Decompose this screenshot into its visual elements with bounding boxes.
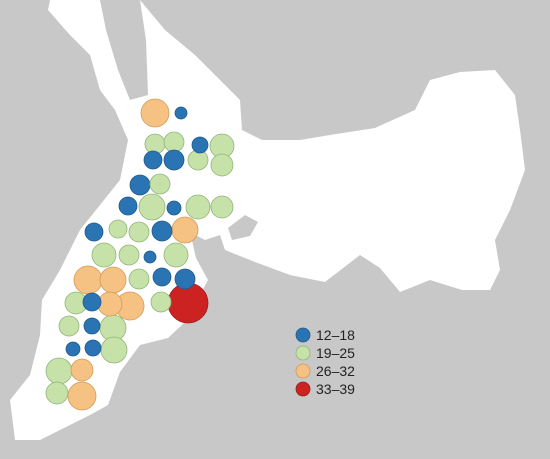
legend-label-4: 33–39 bbox=[316, 381, 355, 397]
map-bubble-10 bbox=[100, 336, 128, 364]
legend-label-1: 12–18 bbox=[316, 327, 355, 343]
land-mainland bbox=[10, 0, 525, 440]
legend: 12–18 19–25 26–32 33–39 bbox=[295, 327, 355, 397]
map-bubble-27 bbox=[149, 173, 171, 195]
map-bubble-33 bbox=[150, 291, 172, 313]
map-bubble-21 bbox=[45, 381, 69, 405]
map-bubble-29 bbox=[151, 220, 173, 242]
map-bubble-47 bbox=[143, 250, 157, 264]
legend-swatch-3 bbox=[295, 363, 311, 379]
land-islet bbox=[472, 246, 490, 262]
map-bubble-7 bbox=[171, 216, 199, 244]
map-bubble-8 bbox=[99, 266, 127, 294]
map-bubble-26 bbox=[129, 174, 151, 196]
legend-item-4: 33–39 bbox=[295, 381, 355, 397]
map-bubble-2 bbox=[140, 98, 170, 128]
map-bubble-16 bbox=[97, 291, 123, 317]
legend-item-2: 19–25 bbox=[295, 345, 355, 361]
map-bubble-18 bbox=[210, 195, 234, 219]
map-bubble-30 bbox=[118, 244, 140, 266]
legend-item-1: 12–18 bbox=[295, 327, 355, 343]
legend-label-2: 19–25 bbox=[316, 345, 355, 361]
map-bubble-5 bbox=[67, 381, 97, 411]
map-bubble-40 bbox=[82, 292, 102, 312]
bubble-layer bbox=[45, 98, 235, 411]
map-bubble-23 bbox=[163, 131, 185, 153]
map-bubble-38 bbox=[108, 219, 128, 239]
map-bubble-35 bbox=[143, 150, 163, 170]
map-bubble-44 bbox=[166, 200, 182, 216]
map-bubble-43 bbox=[84, 339, 102, 357]
legend-swatch-1 bbox=[295, 327, 311, 343]
water-bay-central bbox=[228, 215, 258, 240]
map-bubble-11 bbox=[45, 357, 73, 385]
map-bubble-1 bbox=[167, 282, 209, 324]
map-bubble-41 bbox=[191, 136, 209, 154]
map-bubble-3 bbox=[73, 265, 103, 295]
map-bubble-32 bbox=[174, 268, 196, 290]
map-bubble-34 bbox=[58, 315, 80, 337]
map-bubble-14 bbox=[91, 242, 117, 268]
map-bubble-37 bbox=[84, 222, 104, 242]
map-bubble-6 bbox=[138, 193, 166, 221]
map-bubble-13 bbox=[185, 194, 211, 220]
legend-swatch-4 bbox=[295, 381, 311, 397]
map-bubble-42 bbox=[83, 317, 101, 335]
map-bubble-31 bbox=[128, 268, 150, 290]
map-bubble-36 bbox=[118, 196, 138, 216]
map-bubble-46 bbox=[174, 106, 188, 120]
legend-item-3: 26–32 bbox=[295, 363, 355, 379]
map-bubble-15 bbox=[163, 242, 189, 268]
legend-swatch-2 bbox=[295, 345, 311, 361]
map-bubble-39 bbox=[152, 267, 172, 287]
map-bubble-17 bbox=[210, 153, 234, 177]
map-bubble-24 bbox=[163, 149, 185, 171]
legend-label-3: 26–32 bbox=[316, 363, 355, 379]
map-bubble-45 bbox=[65, 341, 81, 357]
map-bubble-20 bbox=[70, 358, 94, 382]
water-channel-north bbox=[100, 0, 148, 100]
map-bubble-28 bbox=[128, 221, 150, 243]
